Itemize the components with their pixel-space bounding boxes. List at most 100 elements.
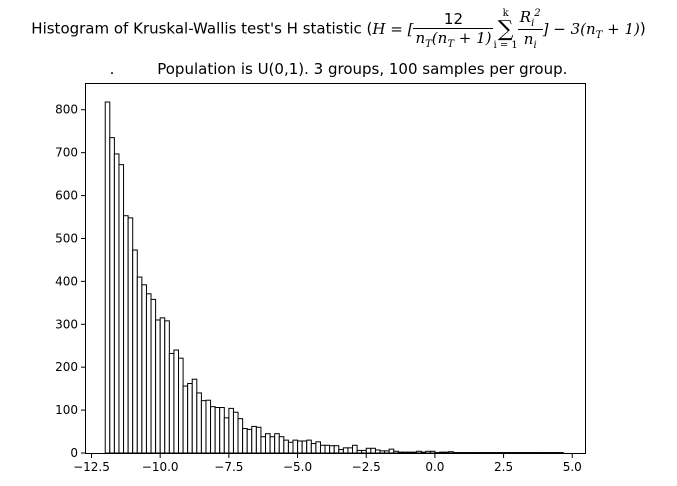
histogram-bar [150, 298, 157, 454]
histogram-bar [173, 349, 180, 454]
histogram-bar [155, 319, 161, 454]
histogram-bar [292, 439, 299, 454]
histogram-bar [274, 433, 280, 454]
x-tick-label: 5.0 [563, 460, 582, 474]
histogram-bar [223, 417, 230, 454]
histogram-bar [365, 447, 372, 454]
histogram-bar [420, 451, 427, 454]
chart-title-prefix: Histogram of Kruskal-Wallis test's H sta… [31, 19, 373, 38]
histogram-bar [200, 400, 207, 454]
histogram-bar [136, 276, 143, 454]
histogram-bar [141, 284, 147, 454]
histogram-bar [109, 137, 115, 454]
histogram-bars [104, 101, 564, 454]
histogram-bar [287, 441, 294, 454]
histogram-bar [164, 320, 170, 454]
histogram-bar [228, 407, 234, 454]
y-tick-label: 200 [55, 360, 78, 374]
histogram-bar [406, 451, 413, 454]
histogram-bar [379, 450, 386, 454]
histogram-bar [443, 451, 450, 454]
histogram-bar [352, 444, 358, 454]
histogram-bar [113, 153, 120, 454]
histogram-bar [255, 426, 262, 454]
histogram-bar [269, 436, 276, 454]
x-tick-label: 2.5 [494, 460, 513, 474]
histogram-bar [425, 450, 431, 454]
histogram-bar [306, 439, 312, 454]
x-tick-label: −7.5 [214, 460, 243, 474]
histogram-bar [439, 451, 445, 454]
histogram-bar [145, 293, 152, 454]
histogram-bar [429, 450, 436, 454]
histogram-bar [159, 317, 166, 454]
histogram-bar [123, 215, 129, 454]
histogram-bar [324, 444, 331, 454]
histogram-bar [214, 407, 221, 454]
histogram-bar [210, 406, 216, 454]
y-tick-label: 700 [55, 146, 78, 160]
histogram-bar [297, 440, 303, 454]
histogram-bar [278, 436, 285, 454]
y-tick-label: 600 [55, 189, 78, 203]
x-tick-label: 0.0 [425, 460, 444, 474]
histogram-bar [393, 450, 399, 454]
histogram-bar [242, 428, 248, 454]
chart-subtitle: . Population is U(0,1). 3 groups, 100 sa… [109, 60, 568, 78]
y-axis: 0 100 200 300 400 500 600 700 800 [55, 103, 86, 460]
histogram-bar [219, 407, 225, 454]
histogram-bar [246, 428, 253, 454]
histogram-bar [232, 411, 239, 454]
histogram-bar [178, 357, 184, 454]
histogram-bar [205, 399, 212, 454]
x-tick-label: −5.0 [283, 460, 312, 474]
histogram-bar [370, 447, 376, 454]
histogram-bar [118, 164, 125, 454]
histogram-bar [384, 450, 390, 454]
chart-title-formula: H = [12 nT(nT + 1) k ∑ i = 1 Ri2 ni] − 3(nT + … [372, 7, 640, 51]
histogram-bar [448, 451, 454, 454]
x-axis: −12.5 −10.0 −7.5 −5.0 −2.5 0.0 2.5 5.0 [73, 453, 582, 474]
histogram-bar [283, 439, 289, 454]
histogram-bar [132, 249, 138, 454]
histogram-bar [310, 443, 317, 454]
histogram-bar [301, 440, 308, 454]
y-tick-label: 500 [55, 231, 78, 245]
histogram-bar [329, 445, 335, 454]
histogram-bar [388, 448, 395, 454]
histogram-bar [416, 450, 422, 454]
x-tick-label: −10.0 [142, 460, 179, 474]
histogram-bar [361, 449, 367, 454]
histogram-bar [191, 378, 198, 454]
y-tick-label: 800 [55, 103, 78, 117]
histogram-bar [251, 425, 257, 454]
histogram-bar [168, 352, 175, 454]
histogram-bar [182, 385, 189, 454]
histogram-bar [104, 101, 111, 454]
histogram-bar [127, 217, 134, 454]
histogram-bar [319, 444, 326, 454]
histogram-bar [265, 433, 271, 454]
histogram-bar [333, 445, 340, 454]
histogram-bar [260, 436, 267, 454]
histogram-bar [411, 451, 418, 454]
histogram-bar [342, 447, 349, 454]
x-tick-label: −2.5 [352, 460, 381, 474]
histogram-bar [187, 382, 193, 454]
histogram-bar [397, 451, 404, 454]
histogram-bar [356, 449, 363, 454]
histogram-bar [237, 418, 244, 454]
y-tick-label: 400 [55, 274, 78, 288]
histogram-bar [374, 449, 381, 454]
histogram-bar [315, 441, 321, 454]
y-tick-label: 300 [55, 317, 78, 331]
plot-frame [85, 83, 586, 454]
histogram-bar [196, 392, 202, 454]
histogram-bar [347, 447, 354, 454]
histogram-bar [338, 449, 344, 454]
y-tick-label: 0 [70, 446, 78, 460]
histogram-bar [402, 451, 408, 454]
y-tick-label: 100 [55, 403, 78, 417]
chart-title: Histogram of Kruskal-Wallis test's H sta… [31, 7, 646, 51]
